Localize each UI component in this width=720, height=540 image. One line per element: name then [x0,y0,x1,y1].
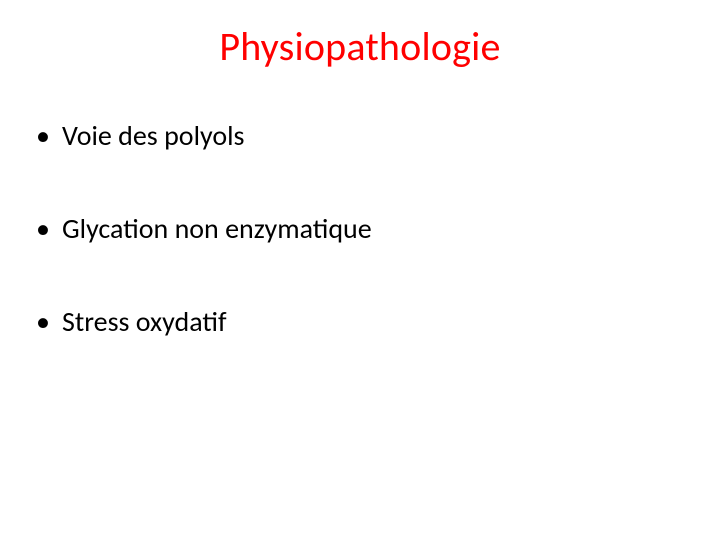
bullet-list: Voie des polyols Glycation non enzymatiq… [34,118,372,339]
slide: Physiopathologie Voie des polyols Glycat… [0,0,720,540]
list-item: Voie des polyols [34,118,372,153]
slide-title: Physiopathologie [0,22,720,71]
list-item: Stress oxydatif [34,304,372,339]
list-item: Glycation non enzymatique [34,211,372,246]
